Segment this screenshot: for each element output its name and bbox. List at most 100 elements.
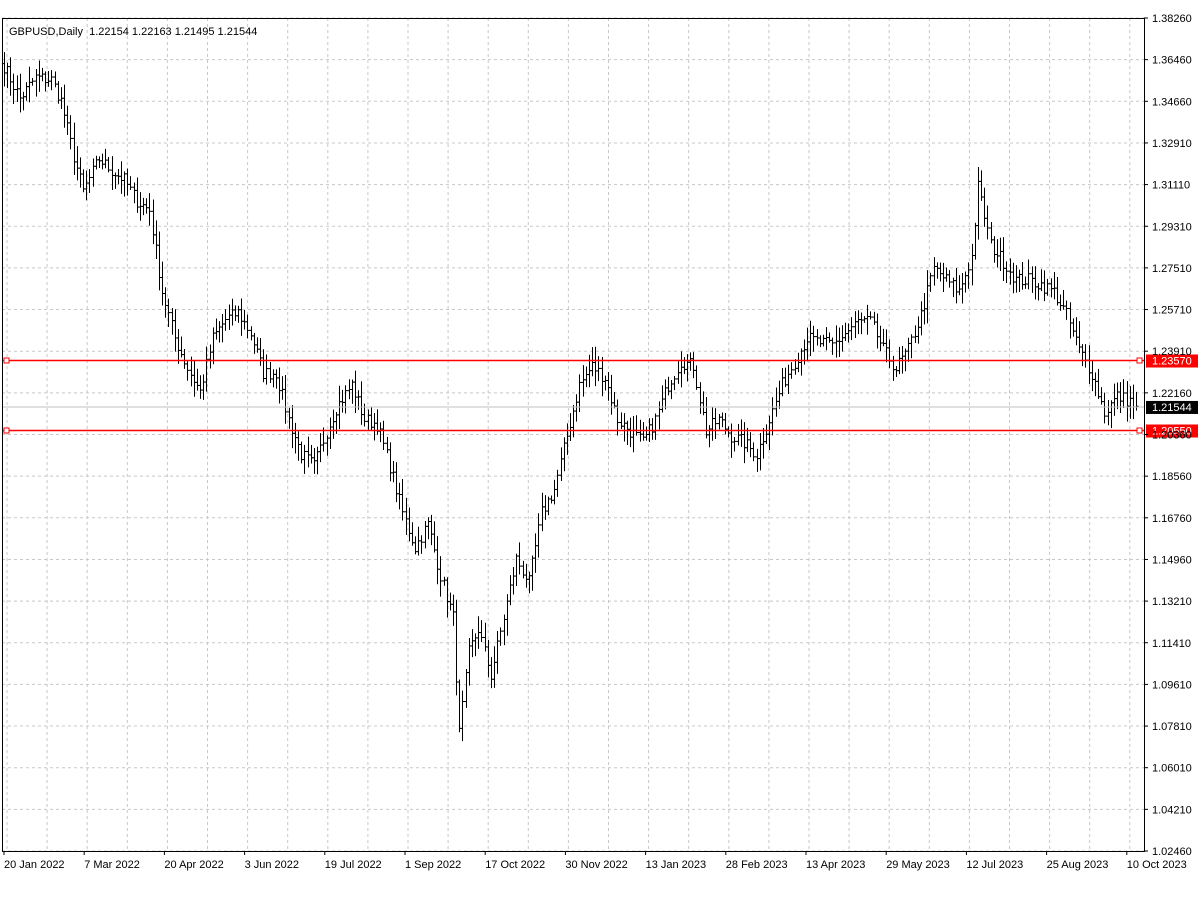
ohlc-bar bbox=[600, 357, 605, 397]
ohlc-bar bbox=[846, 323, 851, 343]
ohlc-bar bbox=[1109, 400, 1114, 429]
ohlc-bar bbox=[429, 514, 434, 546]
ohlc-bar bbox=[299, 441, 304, 464]
ohlc-bar bbox=[577, 374, 582, 413]
x-tick-label: 28 Feb 2023 bbox=[726, 859, 788, 871]
ohlc-bar bbox=[223, 309, 228, 331]
chart-header: GBPUSD,Daily 1.22154 1.22163 1.21495 1.2… bbox=[9, 26, 257, 38]
ohlc-bar bbox=[182, 349, 187, 369]
ohlc-bar bbox=[827, 332, 832, 343]
ohlc-bar bbox=[84, 170, 89, 201]
ohlc-bar bbox=[173, 309, 178, 352]
ohlc-bar bbox=[891, 355, 896, 381]
ohlc-bar bbox=[106, 157, 111, 173]
ohlc-bar bbox=[467, 637, 472, 686]
ohlc-bar bbox=[761, 427, 766, 459]
level-price-label: 1.23570 bbox=[1152, 356, 1192, 368]
ohlc-bar bbox=[906, 337, 911, 362]
ohlc-bar bbox=[1096, 368, 1101, 400]
y-tick-label: 1.11410 bbox=[1152, 638, 1191, 650]
ohlc-bar bbox=[707, 425, 712, 448]
ohlc-bar bbox=[793, 359, 798, 375]
ohlc-bar bbox=[1090, 360, 1095, 392]
ohlc-bar bbox=[875, 313, 880, 349]
ohlc-bar bbox=[628, 417, 633, 448]
ohlc-bar bbox=[941, 262, 946, 292]
ohlc-bar bbox=[830, 337, 835, 355]
y-tick-label: 1.16760 bbox=[1152, 513, 1192, 525]
y-tick-label: 1.31110 bbox=[1152, 180, 1190, 192]
ohlc-bar bbox=[780, 367, 785, 397]
ohlc-bar bbox=[694, 365, 699, 390]
level-handle-right bbox=[1136, 427, 1143, 434]
ohlc-bar bbox=[1102, 392, 1107, 424]
ohlc-bar bbox=[853, 311, 858, 339]
ohlc-bar bbox=[973, 222, 978, 260]
ohlc-bar bbox=[783, 367, 788, 388]
y-tick-label: 1.32910 bbox=[1152, 138, 1192, 150]
ohlc-bar bbox=[154, 220, 159, 259]
horizontal-level[interactable]: 1.23570 bbox=[2, 354, 1198, 368]
x-tick-label: 10 Oct 2023 bbox=[1127, 859, 1187, 871]
ohlc-bar bbox=[995, 239, 1000, 268]
ohlc-bar bbox=[230, 298, 235, 326]
ohlc-bar bbox=[1023, 276, 1028, 289]
ohlc-bar bbox=[27, 66, 32, 103]
ohlc-bar bbox=[657, 401, 662, 430]
ohlc-bar bbox=[976, 167, 981, 240]
ohlc-bar bbox=[340, 389, 345, 413]
grid bbox=[2, 17, 1144, 852]
y-tick-label: 1.07810 bbox=[1152, 721, 1192, 733]
ohlc-bar bbox=[34, 69, 39, 97]
ohlc-bar bbox=[460, 690, 465, 742]
ohlc-bar bbox=[1004, 261, 1009, 284]
ohlc-bar bbox=[277, 367, 282, 404]
ohlc-bar bbox=[1042, 270, 1047, 302]
x-tick-label: 13 Apr 2023 bbox=[806, 859, 865, 871]
ohlc-bar bbox=[894, 366, 899, 378]
ohlc-bar bbox=[909, 334, 914, 359]
ohlc-bar bbox=[1061, 289, 1066, 310]
ohlc-bar bbox=[751, 442, 756, 462]
ohlc-bar bbox=[113, 172, 118, 189]
ohlc-bar bbox=[24, 82, 29, 101]
ohlc-bar bbox=[160, 261, 165, 306]
ohlc-bar bbox=[385, 436, 390, 454]
ohlc-bar bbox=[698, 382, 703, 414]
ohlc-bar bbox=[919, 301, 924, 336]
ohlc-bar bbox=[634, 415, 639, 436]
ohlc-bar bbox=[872, 311, 877, 325]
x-tick-label: 25 Aug 2023 bbox=[1047, 859, 1109, 871]
ohlc-bar bbox=[1014, 265, 1019, 293]
ohlc-bar bbox=[562, 437, 567, 472]
y-tick-label: 1.20360 bbox=[1152, 430, 1192, 442]
ohlc-bar bbox=[264, 354, 269, 385]
horizontal-levels[interactable]: 1.23570 1.20550 bbox=[2, 354, 1198, 438]
ohlc-bar bbox=[574, 394, 579, 422]
ohlc-bar bbox=[426, 517, 431, 540]
ohlc-bar bbox=[318, 433, 323, 463]
ohlc-bar bbox=[321, 427, 326, 452]
ohlc-bar bbox=[62, 84, 67, 128]
ohlc-bar bbox=[448, 592, 453, 611]
ohlc-bar bbox=[423, 520, 428, 549]
ohlc-bar bbox=[682, 357, 687, 374]
ohlc-bar bbox=[982, 187, 987, 227]
x-tick-label: 1 Sep 2022 bbox=[405, 859, 461, 871]
level-handle-right bbox=[1136, 357, 1143, 364]
ohlc-bar bbox=[1039, 269, 1044, 292]
horizontal-level[interactable]: 1.20550 bbox=[2, 424, 1198, 438]
ohlc-bar bbox=[343, 385, 348, 414]
ohlc-bar bbox=[1074, 317, 1079, 346]
ohlc-bar bbox=[489, 657, 494, 689]
ohlc-bar bbox=[268, 362, 273, 383]
level-handle-left bbox=[3, 357, 10, 364]
y-tick-label: 1.04210 bbox=[1152, 804, 1192, 816]
ohlc-bar bbox=[157, 231, 162, 291]
ohlc-bar bbox=[192, 361, 197, 397]
ohlc-bar bbox=[837, 327, 842, 357]
ohlc-bar bbox=[451, 594, 456, 626]
ohlc-bar bbox=[767, 415, 772, 450]
